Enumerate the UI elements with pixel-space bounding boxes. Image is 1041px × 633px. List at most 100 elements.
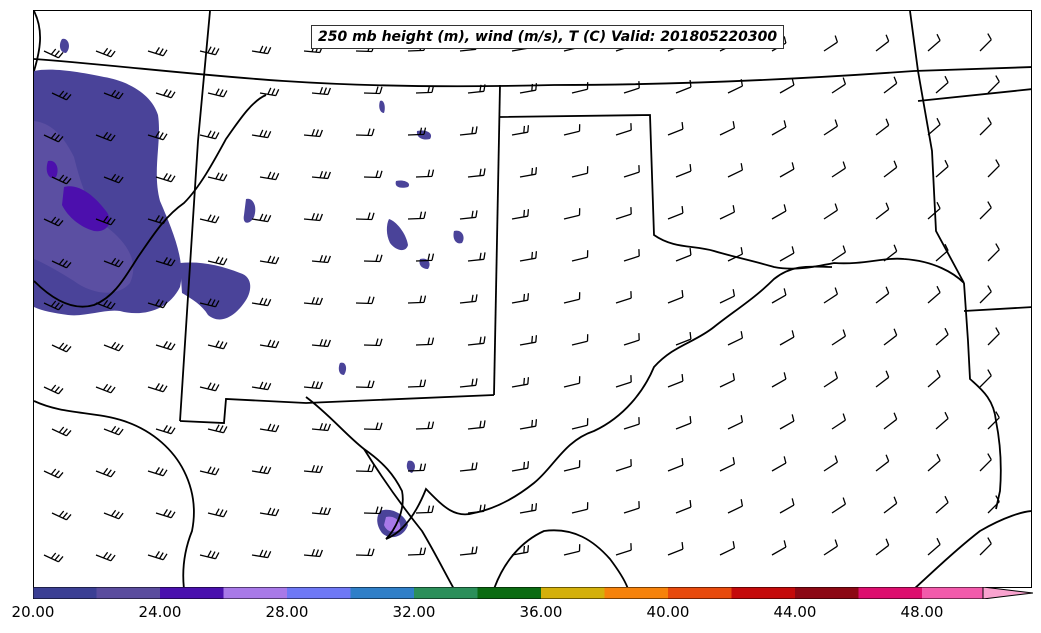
wind-barb [771,540,787,556]
wind-barb [727,499,744,514]
wind-barb [675,332,692,346]
wind-barb [303,296,324,306]
wind-barb [615,375,632,388]
wind-barb [823,35,839,52]
wind-barb [571,334,589,346]
wind-barb [311,422,332,432]
wind-barb [207,508,228,518]
shading-blob-g [59,38,69,53]
wind-barb [875,538,890,556]
wind-barb [407,379,427,388]
wind-barb [459,210,478,220]
wind-barb [615,123,632,136]
wind-barb [147,215,168,225]
wind-barb [987,243,1000,262]
wind-barb [927,117,941,136]
boundary-nm-tx-west [179,394,495,424]
wind-barb [615,459,632,472]
wind-barb [459,546,478,556]
wind-barb [935,159,949,178]
wind-barb [199,130,220,140]
wind-barb [927,201,941,220]
wind-barb [563,544,581,556]
wind-barb [259,171,280,181]
colorbar-outline [33,587,984,599]
wind-barb [251,381,272,391]
wind-barb [95,383,116,394]
wind-barb [667,290,684,304]
wind-barb [883,496,898,514]
wind-barb [719,121,736,136]
wind-barb [199,298,220,308]
wind-barb [727,163,744,178]
wind-barb [199,46,220,56]
state-boundaries [34,11,1031,587]
shading-core-south-inner [384,516,401,532]
wind-barb [511,125,530,136]
boundary-south-interior [363,448,454,587]
wind-barb [623,501,640,514]
boundary-az-nm [179,11,211,422]
wind-barb [303,380,324,390]
wind-barb [251,297,272,307]
colorbar-segment [731,587,796,599]
wind-barb [103,341,124,352]
wind-barb [311,170,332,180]
wind-barb [95,299,116,310]
wind-barb [823,455,839,472]
wind-barb [771,120,787,136]
wind-barb [95,47,116,58]
wind-barb [519,83,538,94]
wind-barb [459,462,478,472]
wind-barb [355,548,375,557]
wind-barb [519,503,538,514]
wind-barb [875,286,890,304]
wind-barb [623,417,640,430]
wind-barb [355,212,375,221]
wind-barb [571,166,589,178]
wind-barb [147,467,168,477]
wind-barb [207,340,228,350]
wind-barb [155,341,176,351]
boundary-ok-east [909,11,965,284]
boundary-mexico-border [305,396,404,540]
wind-barb [415,421,435,430]
wind-barb [251,549,272,559]
wind-barb [883,244,898,262]
wind-barb [615,543,632,556]
colorbar-segment [223,587,288,599]
wind-barb [467,168,486,178]
wind-barb [51,258,72,269]
wind-barb [415,505,435,514]
boundary-tx-east [963,282,1002,510]
wind-barb [927,33,941,52]
wind-barb [519,419,538,430]
wind-barb [207,172,228,182]
colorbar-tick-label: 24.00 [138,603,182,621]
shading-blob-f [379,100,385,113]
wind-barb [727,415,744,430]
wind-barb [103,257,124,268]
wind-barb [719,289,736,304]
colorbar-tick-label: 36.00 [519,603,563,621]
wind-barb [571,82,589,94]
shading-core-2 [46,160,58,179]
wind-barb [823,119,839,136]
wind-barb [103,89,124,100]
wind-barb [667,122,684,136]
colorbar-segment [604,587,669,599]
colorbar-tick-label: 32.00 [392,603,436,621]
wind-barb [779,330,795,346]
wind-barb [95,131,116,142]
wind-barb [935,495,949,514]
wind-barb [987,411,1000,430]
wind-barb [103,173,124,184]
wind-barb [771,288,787,304]
boundary-west-edge [34,11,41,72]
wind-barb [415,85,435,94]
wind-barb [459,378,478,388]
wind-barb [363,506,383,515]
wind-barb [667,458,684,472]
wind-barb [155,173,176,183]
colorbar-segment [160,587,224,599]
